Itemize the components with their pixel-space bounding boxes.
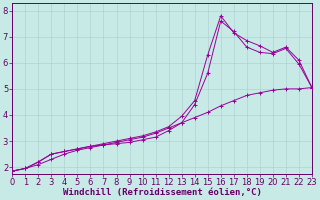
X-axis label: Windchill (Refroidissement éolien,°C): Windchill (Refroidissement éolien,°C)	[63, 188, 261, 197]
